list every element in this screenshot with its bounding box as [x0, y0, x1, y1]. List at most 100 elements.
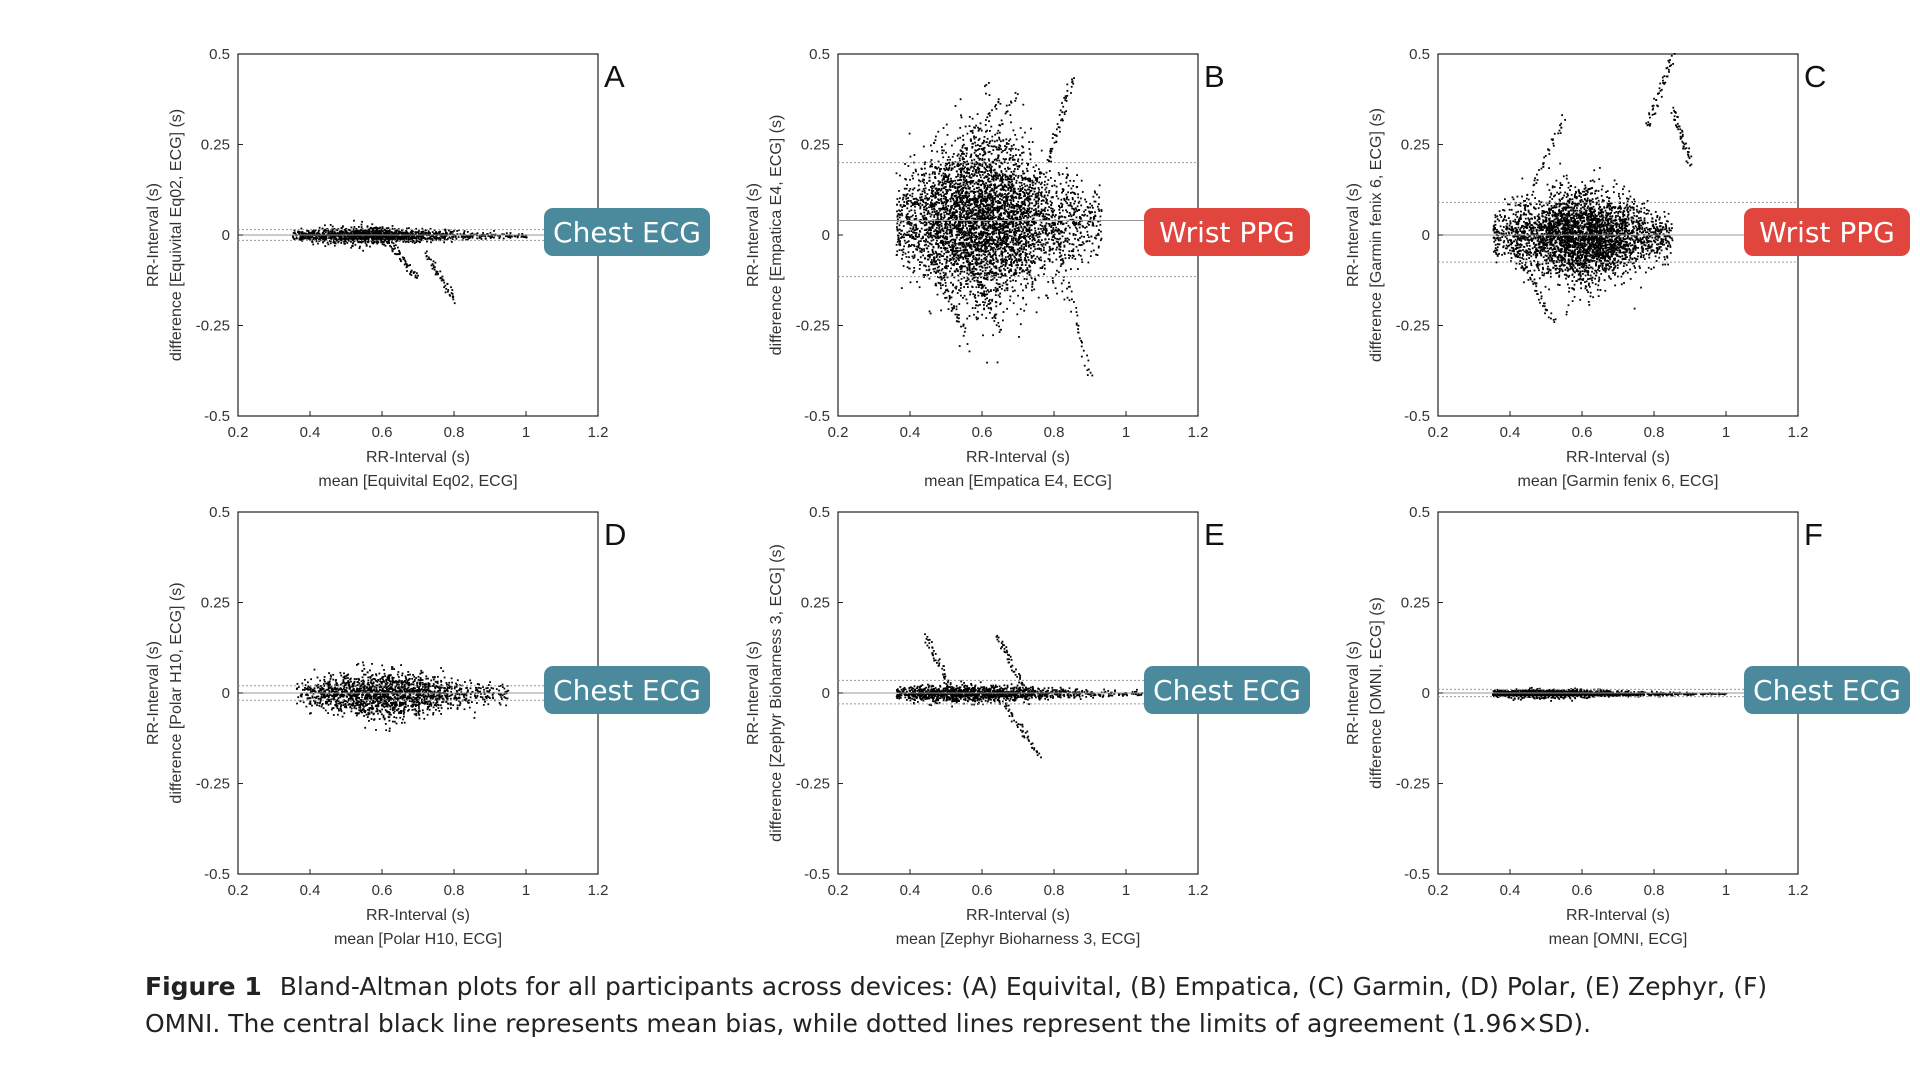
- data-point: [407, 238, 410, 241]
- data-point: [1014, 168, 1016, 170]
- data-point: [354, 243, 357, 246]
- data-point: [414, 274, 417, 277]
- data-point: [985, 130, 987, 133]
- data-point: [1027, 197, 1030, 200]
- data-point: [908, 261, 911, 264]
- data-point: [975, 257, 978, 260]
- data-point: [944, 247, 947, 249]
- data-point: [952, 290, 954, 292]
- data-point: [993, 230, 995, 233]
- data-point: [1094, 200, 1097, 203]
- data-point: [1041, 230, 1044, 232]
- data-point: [934, 282, 937, 285]
- data-point: [458, 229, 460, 231]
- data-point: [354, 230, 356, 233]
- data-point: [1017, 148, 1020, 151]
- data-point: [1015, 138, 1018, 141]
- data-point: [374, 227, 377, 230]
- data-point: [980, 232, 983, 235]
- data-point: [984, 259, 987, 261]
- data-point: [350, 240, 352, 243]
- data-point: [954, 139, 957, 142]
- data-point: [987, 206, 989, 209]
- data-point: [432, 260, 435, 263]
- data-point: [970, 239, 973, 242]
- data-point: [943, 201, 946, 203]
- data-point: [443, 238, 446, 241]
- data-point: [967, 237, 969, 240]
- data-point: [944, 243, 947, 245]
- data-point: [521, 235, 523, 238]
- data-point: [976, 201, 978, 204]
- data-point: [371, 223, 374, 226]
- data-point: [1024, 198, 1027, 201]
- data-point: [972, 255, 975, 257]
- data-point: [942, 156, 945, 159]
- data-point: [1056, 246, 1058, 249]
- data-point: [982, 249, 985, 252]
- data-point: [451, 293, 454, 295]
- data-point: [427, 232, 430, 235]
- data-point: [1037, 187, 1040, 189]
- data-point: [924, 161, 926, 164]
- data-point: [329, 242, 332, 245]
- data-point: [982, 153, 985, 156]
- data-point: [985, 213, 988, 216]
- data-point: [471, 235, 474, 238]
- data-point: [381, 234, 384, 237]
- data-point: [981, 294, 983, 297]
- data-point: [447, 237, 449, 240]
- data-point: [1016, 251, 1019, 254]
- data-point: [1073, 202, 1076, 205]
- data-point: [1040, 208, 1043, 211]
- data-point: [916, 227, 919, 230]
- data-point: [1019, 268, 1021, 271]
- data-point: [452, 298, 455, 301]
- data-point: [912, 203, 914, 206]
- data-point: [1005, 222, 1008, 225]
- data-point: [1068, 215, 1070, 217]
- data-point: [1000, 148, 1002, 151]
- data-point: [1007, 203, 1009, 206]
- data-point: [961, 144, 964, 147]
- data-point: [951, 229, 953, 232]
- data-point: [413, 242, 416, 244]
- data-point: [960, 267, 963, 270]
- data-point: [940, 208, 943, 211]
- data-point: [363, 235, 366, 238]
- data-point: [1097, 246, 1100, 249]
- data-point: [923, 208, 925, 211]
- data-point: [1023, 270, 1026, 273]
- data-point: [1038, 188, 1041, 191]
- data-point: [896, 203, 898, 206]
- data-point: [965, 200, 968, 203]
- data-point: [989, 180, 992, 183]
- data-point: [977, 213, 980, 216]
- data-point: [952, 180, 955, 182]
- data-point: [913, 244, 915, 246]
- data-point: [308, 236, 311, 239]
- data-point: [946, 159, 949, 161]
- data-point: [969, 182, 972, 185]
- data-point: [324, 237, 327, 239]
- data-point: [399, 259, 402, 261]
- data-point: [949, 270, 951, 273]
- data-point: [906, 266, 909, 269]
- data-point: [324, 224, 326, 227]
- data-point: [1061, 209, 1064, 212]
- data-point: [924, 191, 926, 194]
- data-point: [942, 183, 944, 186]
- data-point: [344, 231, 346, 234]
- data-point: [936, 213, 939, 216]
- data-point: [986, 247, 988, 250]
- data-point: [1051, 211, 1054, 214]
- data-point: [997, 146, 1000, 149]
- data-point: [989, 238, 991, 241]
- data-point: [896, 198, 899, 200]
- data-point: [1042, 231, 1044, 234]
- data-point: [344, 235, 346, 237]
- data-point: [357, 232, 360, 235]
- data-point: [378, 236, 380, 239]
- data-point: [397, 253, 399, 255]
- data-point: [1032, 250, 1035, 253]
